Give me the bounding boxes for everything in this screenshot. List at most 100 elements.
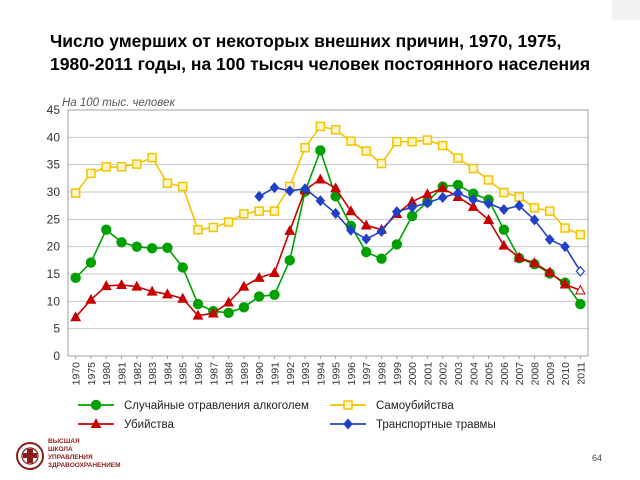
series-line-transport — [258, 186, 582, 272]
x-tick-label: 1990 — [254, 362, 266, 386]
logo-line-2: ШКОЛА — [48, 446, 73, 453]
y-axis-ticks: 0 5 10 15 20 25 30 35 40 45 — [47, 103, 61, 363]
legend-item-transport: Транспортные травмы — [330, 418, 496, 431]
y-tick-label: 35 — [47, 158, 61, 172]
data-point-murder — [330, 182, 342, 193]
data-point-suicide — [514, 192, 524, 202]
x-tick-label: 1983 — [147, 362, 159, 386]
series-line-alcohol — [75, 148, 582, 314]
data-point-murder — [529, 257, 540, 268]
plot-frame — [67, 109, 589, 357]
data-point-alcohol — [131, 241, 143, 252]
data-point-suicide — [407, 136, 417, 147]
data-point-alcohol — [177, 262, 188, 273]
data-point-suicide — [315, 121, 326, 132]
x-tick-label: 1993 — [300, 362, 312, 386]
data-point-murder — [574, 284, 586, 295]
data-point-suicide — [361, 146, 371, 156]
data-point-suicide — [177, 181, 188, 192]
x-tick-label: 2000 — [407, 362, 419, 386]
data-point-suicide — [223, 217, 234, 227]
data-point-transport — [330, 207, 341, 219]
x-tick-label: 1998 — [377, 362, 389, 386]
x-tick-label: 2008 — [529, 362, 541, 386]
legend-item-murder: Убийства — [78, 418, 174, 431]
data-point-suicide — [560, 223, 570, 233]
series-line-murder — [74, 178, 581, 318]
data-point-suicide — [392, 136, 402, 147]
data-point-suicide — [483, 175, 494, 185]
x-tick-label: 2001 — [422, 362, 434, 386]
data-point-suicide — [575, 229, 586, 240]
x-tick-label: 2011 — [575, 362, 587, 385]
data-point-transport — [560, 241, 570, 253]
data-point-alcohol — [391, 239, 403, 250]
legend-label: Случайные отравления алкоголем — [124, 400, 309, 412]
data-point-suicide — [86, 168, 96, 179]
data-point-murder — [207, 307, 219, 318]
data-point-murder — [559, 278, 571, 289]
data-point-transport — [284, 185, 295, 197]
data-point-alcohol — [238, 302, 250, 313]
x-tick-label: 1985 — [178, 362, 190, 386]
data-point-suicide — [147, 152, 157, 163]
x-tick-label: 2003 — [453, 362, 465, 386]
data-point-murder — [223, 296, 235, 307]
y-tick-label: 20 — [47, 240, 61, 254]
data-point-alcohol — [284, 255, 295, 266]
x-tick-label: 1999 — [392, 362, 404, 386]
legend-marker — [343, 418, 353, 430]
data-point-transport — [254, 190, 264, 202]
data-point-alcohol — [101, 224, 112, 235]
logo-line-1: ВЫСШАЯ — [48, 438, 80, 445]
logo-line-4: ЗДРАВООХРАНЕНИЕМ — [48, 462, 121, 469]
data-point-alcohol — [315, 145, 326, 156]
data-point-suicide — [545, 206, 555, 216]
x-tick-label: 1995 — [331, 362, 343, 386]
data-point-murder — [70, 311, 82, 322]
series-transport — [254, 182, 586, 277]
data-point-alcohol — [498, 224, 510, 235]
series-line-suicide — [74, 125, 581, 236]
y-tick-label: 0 — [53, 349, 60, 363]
data-point-alcohol — [253, 291, 265, 302]
x-tick-label: 1997 — [361, 362, 373, 386]
x-tick-label: 1981 — [117, 362, 129, 386]
data-point-murder — [437, 182, 449, 193]
x-tick-label: 1992 — [285, 362, 297, 386]
data-point-murder — [483, 214, 495, 224]
legend-label: Убийства — [124, 419, 174, 431]
data-point-murder — [177, 292, 189, 303]
data-point-alcohol — [85, 257, 97, 268]
data-point-alcohol — [223, 307, 234, 319]
corner-decoration — [612, 0, 640, 20]
data-point-murder — [269, 267, 280, 278]
data-point-alcohol — [575, 298, 586, 310]
x-tick-label: 1986 — [193, 362, 205, 386]
x-tick-label: 1989 — [239, 362, 251, 386]
data-point-murder — [192, 309, 204, 320]
data-point-transport — [300, 183, 310, 195]
data-point-suicide — [529, 203, 540, 213]
legend-marker — [343, 400, 353, 410]
x-tick-label: 2005 — [484, 362, 496, 386]
data-point-alcohol — [269, 289, 280, 300]
data-point-murder — [498, 239, 510, 250]
data-point-suicide — [269, 206, 280, 216]
data-point-murder — [116, 279, 127, 290]
logo-line-3: УПРАВЛЕНИЯ — [48, 454, 93, 461]
data-point-murder — [345, 205, 357, 216]
data-point-suicide — [132, 159, 142, 169]
data-point-alcohol — [406, 210, 418, 222]
data-point-suicide — [300, 142, 310, 153]
x-tick-label: 2004 — [468, 362, 480, 386]
data-point-murder — [284, 224, 296, 235]
x-tick-label: 1982 — [132, 362, 144, 386]
legend-marker — [90, 399, 102, 411]
data-point-murder — [314, 173, 326, 184]
data-point-transport — [437, 191, 448, 203]
data-point-transport — [468, 194, 479, 206]
legend-item-suicide: Самоубийства — [330, 400, 454, 412]
y-axis-unit-label: На 100 тыс. человек — [62, 97, 175, 109]
y-tick-label: 25 — [47, 212, 61, 226]
